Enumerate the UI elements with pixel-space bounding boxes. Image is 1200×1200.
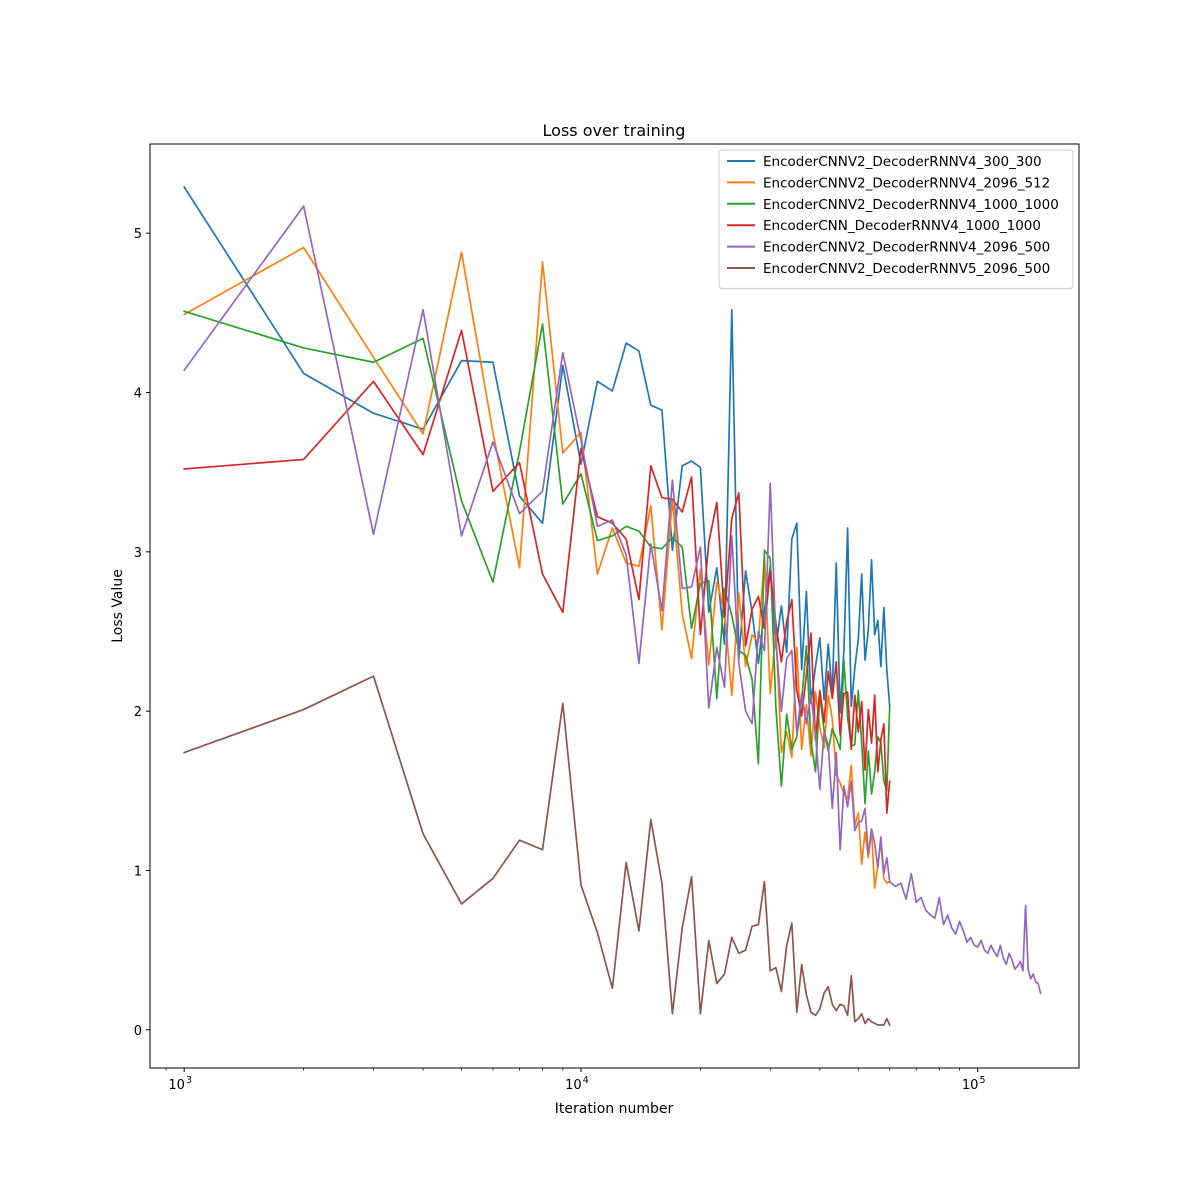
y-axis-label: Loss Value bbox=[110, 569, 126, 643]
y-tick-label: 3 bbox=[134, 546, 142, 561]
x-axis-label: Iteration number bbox=[555, 1101, 674, 1117]
y-tick-label: 4 bbox=[134, 387, 142, 402]
y-tick-label: 5 bbox=[134, 227, 142, 242]
y-tick-label: 0 bbox=[134, 1024, 142, 1039]
plot-frame bbox=[149, 143, 1080, 1069]
legend-label: EncoderCNNV2_DecoderRNNV4_2096_500 bbox=[763, 240, 1050, 256]
legend-label: EncoderCNNV2_DecoderRNNV4_300_300 bbox=[763, 154, 1042, 170]
y-tick-label: 2 bbox=[134, 705, 142, 720]
series-line-1 bbox=[183, 185, 891, 714]
series-layer bbox=[183, 185, 1042, 1027]
legend-box bbox=[718, 149, 1074, 289]
series-line-4 bbox=[183, 329, 891, 814]
legend-label: EncoderCNN_DecoderRNNV4_1000_1000 bbox=[763, 218, 1041, 234]
y-tick-label: 1 bbox=[134, 864, 142, 879]
series-line-5 bbox=[183, 205, 1042, 995]
legend: EncoderCNNV2_DecoderRNNV4_300_300 Encoder… bbox=[718, 149, 1074, 289]
series-line-3 bbox=[183, 310, 891, 805]
legend-label: EncoderCNNV2_DecoderRNNV4_1000_1000 bbox=[763, 197, 1059, 213]
chart-title: Loss over training bbox=[543, 121, 686, 140]
series-line-6 bbox=[183, 675, 891, 1027]
legend-label: EncoderCNNV2_DecoderRNNV4_2096_512 bbox=[763, 175, 1050, 191]
legend-label: EncoderCNNV2_DecoderRNNV5_2096_500 bbox=[763, 261, 1050, 277]
